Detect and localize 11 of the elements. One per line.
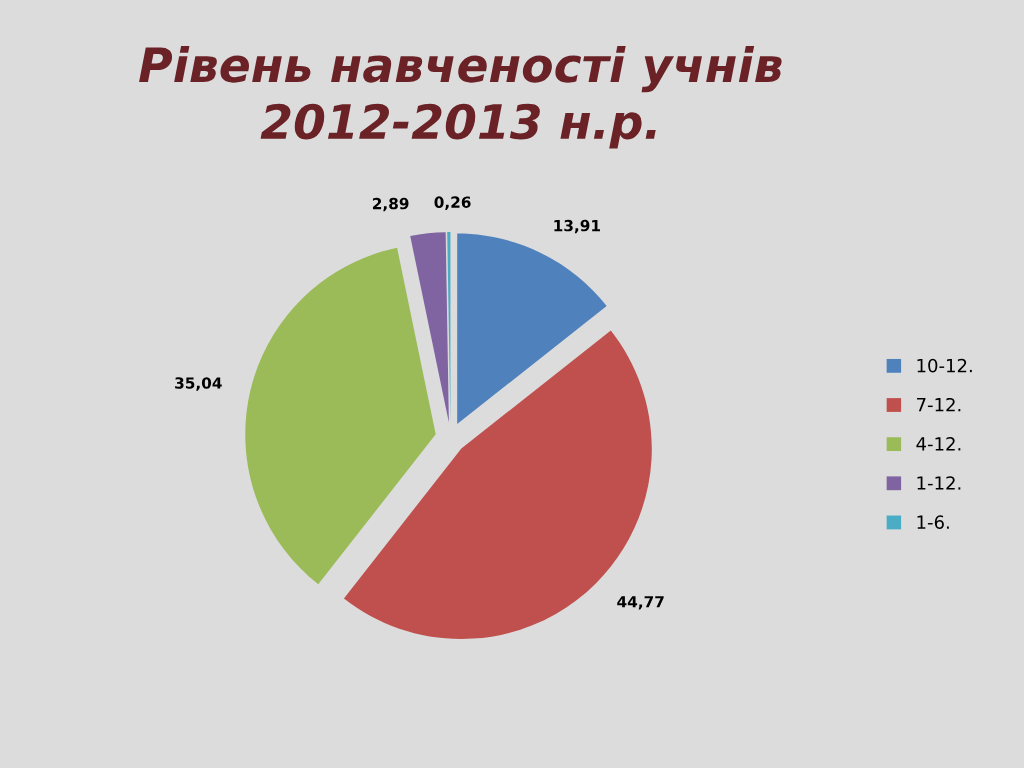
data-label: 0,26 xyxy=(434,196,471,210)
legend-label: 1-12. xyxy=(917,476,961,490)
data-label: 35,04 xyxy=(175,377,222,391)
legend-label: 1-6. xyxy=(917,515,949,529)
data-label: 2,89 xyxy=(372,197,409,212)
data-label: 13,91 xyxy=(554,219,600,234)
data-label: 44,77 xyxy=(617,596,664,610)
legend-label: 4-12. xyxy=(916,437,961,451)
legend-label: 7-12. xyxy=(917,397,961,412)
chart-title: Рівень навченості учнів 2012-2013 н.р. xyxy=(139,46,782,149)
legend-label: 10-12. xyxy=(917,358,972,373)
